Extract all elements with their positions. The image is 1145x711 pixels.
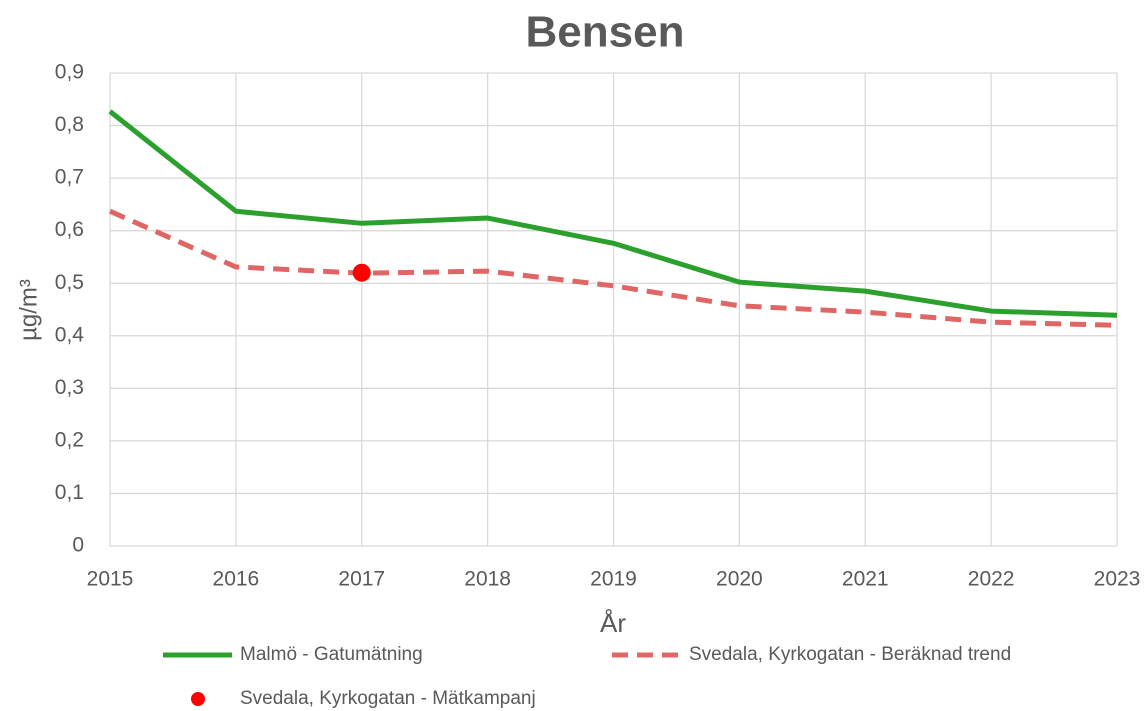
data-point <box>352 263 371 282</box>
x-tick-label: 2015 <box>87 568 134 591</box>
legend-label: Malmö - Gatumätning <box>240 644 423 665</box>
x-tick-label: 2021 <box>842 568 889 591</box>
x-tick-label: 2018 <box>464 568 511 591</box>
x-axis-label: År <box>600 608 626 638</box>
y-tick-label: 0,2 <box>55 428 84 451</box>
legend-label: Svedala, Kyrkogatan - Mätkampanj <box>240 688 536 709</box>
x-tick-label: 2019 <box>590 568 637 591</box>
y-tick-label: 0,9 <box>55 61 84 84</box>
x-tick-label: 2020 <box>716 568 763 591</box>
y-tick-label: 0 <box>72 534 84 557</box>
x-tick-label: 2022 <box>968 568 1015 591</box>
y-tick-label: 0,1 <box>55 481 84 504</box>
y-tick-label: 0,3 <box>55 376 84 399</box>
y-tick-label: 0,4 <box>55 323 85 346</box>
series-line <box>108 109 1118 318</box>
y-tick-label: 0,7 <box>55 166 84 189</box>
y-tick-label: 0,6 <box>55 218 84 241</box>
y-axis-label: µg/m³ <box>15 279 42 341</box>
y-tick-label: 0,8 <box>55 113 84 136</box>
y-tick-label: 0,5 <box>55 271 84 294</box>
x-tick-label: 2017 <box>338 568 385 591</box>
legend-marker <box>191 692 205 706</box>
legend-label: Svedala, Kyrkogatan - Beräknad trend <box>689 644 1011 665</box>
chart-title: Bensen <box>526 8 685 57</box>
x-tick-label: 2023 <box>1094 568 1141 591</box>
series-line <box>108 208 1118 328</box>
x-tick-label: 2016 <box>213 568 260 591</box>
